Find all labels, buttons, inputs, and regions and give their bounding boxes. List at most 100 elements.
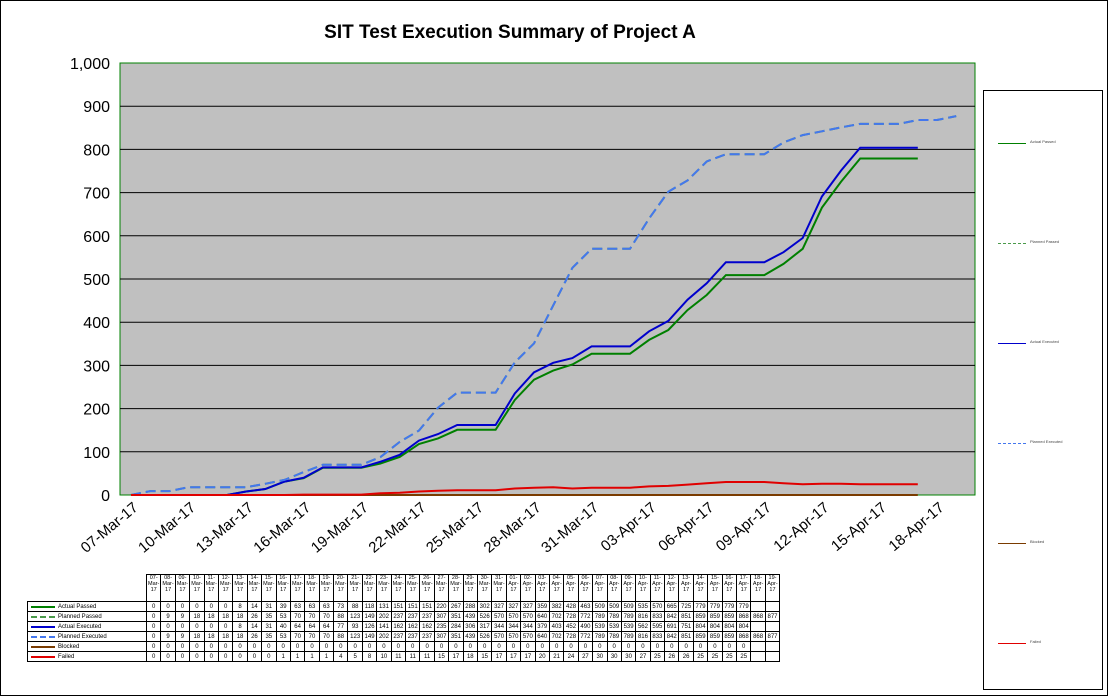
- table-cell: 25: [721, 651, 738, 662]
- table-cell: [764, 651, 781, 662]
- table-cell: 0: [174, 651, 191, 662]
- legend-item: Planned Passed: [998, 239, 1098, 249]
- table-cell: [764, 641, 781, 652]
- table-cell: 0: [304, 641, 320, 652]
- table-cell: 0: [145, 651, 162, 662]
- table-cell: 833: [649, 611, 666, 622]
- table-cell: 0: [592, 641, 608, 652]
- table-cell: 789: [606, 631, 622, 642]
- table-cell: 237: [405, 611, 421, 622]
- table-cell: 63: [318, 601, 335, 612]
- table-cell: 0: [232, 651, 248, 662]
- table-cell: 0: [635, 641, 651, 652]
- x-tick-label: 07-Mar-17: [78, 499, 142, 557]
- table-cell: 70: [304, 611, 320, 622]
- table-cell: 859: [707, 611, 723, 622]
- table-header-cell: 02-Apr-17: [520, 574, 536, 602]
- table-cell: 284: [448, 621, 464, 632]
- data-table: 07-Mar-17 08-Mar-17 09-Mar-17 10-Mar-17 11-M…: [27, 574, 781, 662]
- series-line-failed: [131, 481, 918, 496]
- table-cell: 27: [635, 651, 651, 662]
- table-cell: 0: [707, 641, 723, 652]
- table-cell: 0: [505, 641, 522, 652]
- table-header-cell: 30-Mar-17: [476, 574, 493, 602]
- table-cell: 237: [419, 611, 435, 622]
- table-header-cell: 26-Mar-17: [419, 574, 435, 602]
- table-header-cell: 08-Mar-17: [160, 574, 176, 602]
- table-cell: 570: [491, 611, 507, 622]
- table-cell: 327: [491, 601, 507, 612]
- table-cell: 691: [664, 621, 680, 632]
- table-cell: 88: [333, 611, 349, 622]
- table-header-cell: 11-Mar-17: [203, 574, 219, 602]
- legend-swatch: [998, 543, 1026, 544]
- legend-swatch: [998, 443, 1026, 444]
- table-cell: 0: [145, 601, 162, 612]
- table-cell: 351: [448, 631, 464, 642]
- table-header-cell: 31-Mar-17: [491, 574, 507, 602]
- table-header-cell: 17-Mar-17: [289, 574, 306, 602]
- table-header-cell: 13-Apr-17: [678, 574, 694, 602]
- table-cell: 8: [361, 651, 378, 662]
- table-header-cell: 27-Mar-17: [433, 574, 450, 602]
- table-row: Planned Passed 0 9 9 18 18 18 18 26 35 53 70 70 70 88 1…: [27, 611, 781, 622]
- table-cell: 0: [189, 641, 205, 652]
- table-header-cell: 18-Apr-17: [750, 574, 766, 602]
- table-cell: 317: [476, 621, 493, 632]
- table-cell: 344: [505, 621, 522, 632]
- table-cell: 18: [217, 611, 234, 622]
- table-cell: 237: [390, 631, 407, 642]
- table-cell: 0: [318, 641, 335, 652]
- table-cell: 779: [707, 601, 723, 612]
- table-cell: 0: [563, 641, 579, 652]
- table-cell: 804: [721, 621, 738, 632]
- table-cell: 18: [189, 631, 205, 642]
- legend-item: Planned Executed: [998, 439, 1098, 449]
- table-cell: [750, 601, 766, 612]
- table-cell: 9: [174, 611, 191, 622]
- legend-item: Actual Executed: [998, 339, 1098, 349]
- table-cell: 859: [692, 631, 709, 642]
- row-swatch: [31, 646, 55, 648]
- table-cell: 18: [189, 611, 205, 622]
- table-cell: 93: [347, 621, 363, 632]
- x-tick-label: 12-Apr-17: [770, 499, 832, 555]
- table-cell: 859: [721, 631, 738, 642]
- table-cell: 26: [246, 611, 263, 622]
- table-cell: 26: [246, 631, 263, 642]
- table-cell: 0: [174, 601, 191, 612]
- table-header-cell: 06-Apr-17: [577, 574, 594, 602]
- table-cell: 31: [261, 601, 277, 612]
- table-cell: 237: [419, 631, 435, 642]
- legend-swatch: [998, 143, 1026, 144]
- table-cell: 21: [548, 651, 565, 662]
- table-cell: 53: [275, 611, 291, 622]
- table-cell: 842: [664, 631, 680, 642]
- row-swatch: [31, 616, 55, 618]
- table-cell: 25: [736, 651, 752, 662]
- table-cell: 344: [491, 621, 507, 632]
- table-cell: 70: [318, 631, 335, 642]
- table-header-cell: 20-Mar-17: [333, 574, 349, 602]
- table-cell: 162: [390, 621, 407, 632]
- table-cell: 0: [692, 641, 709, 652]
- table-cell: 0: [419, 641, 435, 652]
- table-cell: 0: [189, 651, 205, 662]
- table-cell: 0: [448, 641, 464, 652]
- table-cell: 0: [203, 641, 219, 652]
- table-cell: 772: [577, 611, 594, 622]
- table-cell: 0: [145, 621, 162, 632]
- legend-item: Blocked: [998, 539, 1098, 549]
- table-header-cell: 14-Apr-17: [692, 574, 709, 602]
- table-header-cell: 05-Apr-17: [563, 574, 579, 602]
- table-cell: 535: [635, 601, 651, 612]
- table-cell: 0: [145, 641, 162, 652]
- table-cell: 0: [275, 641, 291, 652]
- table-cell: 439: [462, 611, 478, 622]
- table-cell: 0: [217, 621, 234, 632]
- legend-label: Planned Executed: [1030, 439, 1063, 444]
- table-cell: 1: [304, 651, 320, 662]
- table-cell: 789: [606, 611, 622, 622]
- table-cell: 30: [606, 651, 622, 662]
- table-cell: 772: [577, 631, 594, 642]
